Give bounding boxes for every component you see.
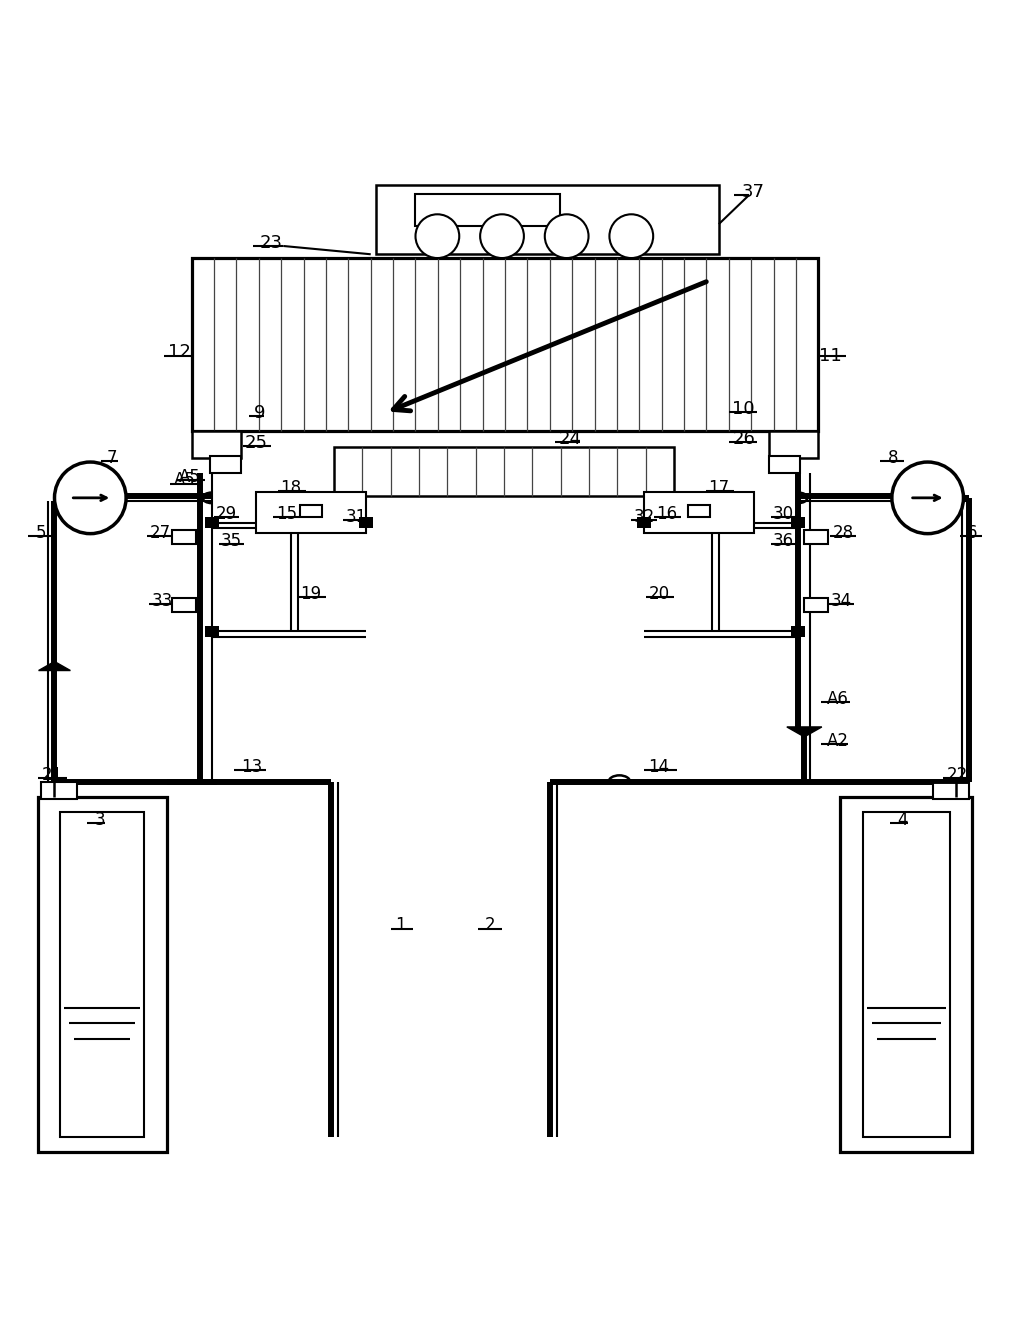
Text: 12: 12 <box>169 344 191 361</box>
Bar <box>172 530 196 543</box>
Text: A5: A5 <box>174 472 196 489</box>
Text: 36: 36 <box>773 531 794 550</box>
Circle shape <box>544 214 589 258</box>
Text: 9: 9 <box>254 404 265 422</box>
Text: 3: 3 <box>95 811 106 829</box>
Bar <box>792 517 805 527</box>
Text: A5: A5 <box>179 469 201 486</box>
Text: 8: 8 <box>888 449 898 468</box>
Text: A2: A2 <box>827 731 849 750</box>
Text: 26: 26 <box>732 430 755 448</box>
Polygon shape <box>38 662 71 670</box>
Text: 17: 17 <box>708 480 729 497</box>
Text: 4: 4 <box>898 811 908 829</box>
Bar <box>40 782 78 799</box>
Text: 5: 5 <box>35 525 45 542</box>
Text: 6: 6 <box>968 525 978 542</box>
Text: 19: 19 <box>301 585 321 602</box>
Text: 33: 33 <box>152 593 173 610</box>
Bar <box>376 185 719 254</box>
Bar <box>300 505 322 517</box>
Bar <box>37 798 167 1152</box>
Bar <box>769 457 800 473</box>
Bar <box>257 492 366 533</box>
Polygon shape <box>787 727 822 737</box>
Text: 13: 13 <box>240 758 262 777</box>
Text: 28: 28 <box>832 525 853 542</box>
Bar <box>863 813 949 1136</box>
Bar <box>205 626 218 637</box>
Bar <box>172 598 196 611</box>
Text: 11: 11 <box>819 348 841 365</box>
Text: 29: 29 <box>216 505 237 523</box>
Text: 22: 22 <box>946 766 969 783</box>
Text: 25: 25 <box>244 434 268 452</box>
Text: 1: 1 <box>395 916 406 935</box>
Bar <box>415 194 560 225</box>
Bar <box>932 782 970 799</box>
Text: 10: 10 <box>732 400 755 418</box>
Bar <box>840 798 973 1152</box>
Text: 16: 16 <box>656 505 678 523</box>
Bar <box>192 258 818 432</box>
Bar <box>205 517 218 527</box>
Circle shape <box>415 214 460 258</box>
Text: 32: 32 <box>633 507 654 526</box>
Text: 2: 2 <box>485 916 495 935</box>
Circle shape <box>480 214 524 258</box>
Bar <box>334 446 674 496</box>
Text: 23: 23 <box>260 234 283 252</box>
Text: 37: 37 <box>742 184 766 201</box>
Bar <box>804 598 828 611</box>
Text: 31: 31 <box>345 507 367 526</box>
Circle shape <box>55 462 126 534</box>
Text: 27: 27 <box>149 525 171 542</box>
Text: 18: 18 <box>281 480 302 497</box>
Text: 20: 20 <box>648 585 670 602</box>
Bar <box>637 517 651 527</box>
Text: 30: 30 <box>773 505 794 523</box>
Bar <box>804 530 828 543</box>
Bar <box>359 517 373 527</box>
Text: 34: 34 <box>830 593 851 610</box>
Text: 7: 7 <box>107 449 117 468</box>
Circle shape <box>892 462 964 534</box>
Text: 24: 24 <box>559 430 581 448</box>
Text: A6: A6 <box>827 690 849 709</box>
Bar <box>192 432 241 458</box>
Bar <box>792 626 805 637</box>
Bar <box>210 457 241 473</box>
Bar <box>61 813 144 1136</box>
Bar <box>688 505 710 517</box>
Bar <box>644 492 753 533</box>
Circle shape <box>609 214 653 258</box>
Text: 14: 14 <box>648 758 670 777</box>
Text: 35: 35 <box>221 531 242 550</box>
Bar <box>769 432 818 458</box>
Text: 21: 21 <box>41 766 64 783</box>
Text: 15: 15 <box>276 505 297 523</box>
